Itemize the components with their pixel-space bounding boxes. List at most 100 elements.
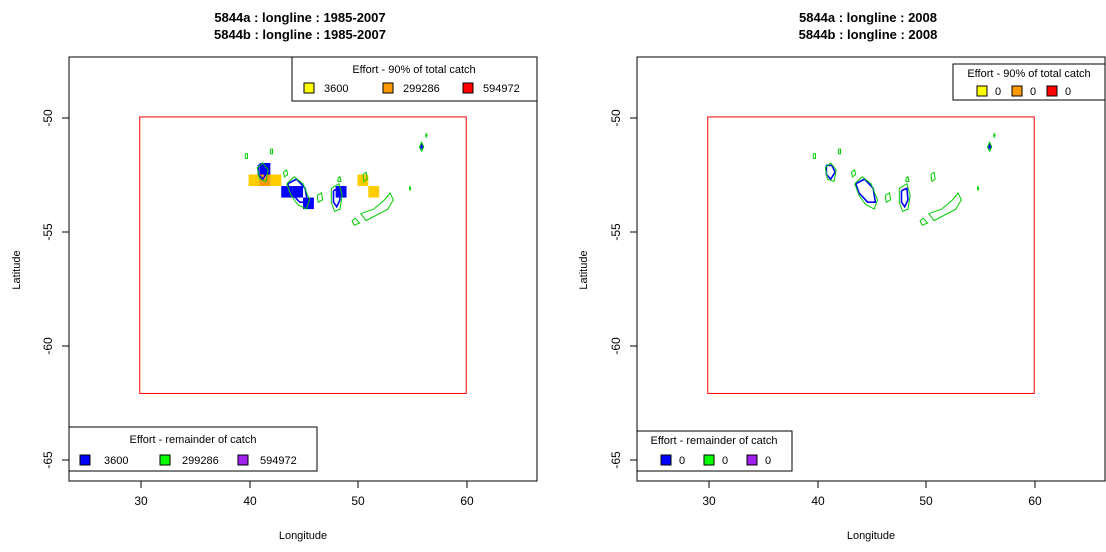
legend-label: 0	[679, 455, 685, 467]
legend-title: Effort - 90% of total catch	[967, 68, 1090, 80]
legend-swatch	[382, 82, 394, 94]
map-svg: 5844a : longline : 2008 5844b : longline…	[578, 10, 1106, 542]
y-axis: -50 -55 -60 -65 Latitude	[11, 109, 69, 469]
island-coastline	[337, 175, 342, 182]
islands	[812, 132, 996, 226]
legend-swatch	[303, 82, 315, 94]
legend-label: 0	[765, 455, 771, 467]
legend-label: 299286	[403, 83, 440, 95]
legend-swatch	[1046, 85, 1058, 97]
island-coastline	[850, 169, 857, 178]
legend-swatch	[660, 454, 672, 466]
effort-cell	[368, 186, 380, 198]
island-coastline	[993, 132, 996, 138]
legend-swatch	[462, 82, 474, 94]
island-coastline	[977, 185, 980, 191]
panel-title-line1: 5844a : longline : 1985-2007	[214, 10, 385, 25]
legend-90pct: Effort - 90% of total catch 3600 299286 …	[291, 56, 538, 102]
island-coastline	[256, 162, 269, 183]
legend-label: 3600	[104, 455, 128, 467]
x-tick-label: 50	[919, 494, 933, 508]
y-tick-label: -50	[41, 109, 55, 127]
legend-title: Effort - 90% of total catch	[352, 64, 475, 76]
x-axis: 30 40 50 60 Longitude	[702, 481, 1042, 542]
plot-frame	[68, 56, 538, 482]
legend-title: Effort - remainder of catch	[651, 435, 778, 447]
map-svg: 5844a : longline : 1985-2007 5844b : lon…	[11, 10, 538, 542]
panel-title-line2: 5844b : longline : 2008	[799, 27, 938, 42]
y-tick-label: -55	[41, 223, 55, 241]
legend-label: 0	[722, 455, 728, 467]
island-coastline	[282, 169, 289, 178]
y-tick-label: -60	[609, 337, 623, 355]
legend-title: Effort - remainder of catch	[130, 434, 257, 446]
y-tick-label: -65	[609, 451, 623, 469]
legend-remainder: Effort - remainder of catch 0 0 0	[636, 430, 793, 472]
island-coastline	[854, 176, 879, 210]
island-coastline	[884, 192, 892, 203]
island-coastline	[928, 192, 962, 222]
legend-swatch	[703, 454, 715, 466]
island-coastline	[409, 185, 412, 191]
island-coastline	[986, 141, 993, 152]
effort-cell	[270, 174, 282, 187]
island-coastline	[919, 217, 929, 226]
legend-swatch	[1011, 85, 1023, 97]
island-coastline	[812, 153, 816, 159]
effort-cell	[357, 174, 369, 187]
island-coastline	[269, 148, 274, 155]
x-tick-label: 30	[702, 494, 716, 508]
legend-label: 3600	[324, 83, 348, 95]
legend-label: 594972	[260, 455, 297, 467]
shelf-contour	[987, 142, 992, 150]
y-tick-label: -50	[609, 109, 623, 127]
x-tick-label: 60	[1028, 494, 1042, 508]
island-coastline	[351, 217, 361, 226]
island-coastline	[316, 192, 324, 203]
islands	[244, 132, 428, 226]
x-tick-label: 50	[351, 494, 365, 508]
x-tick-label: 30	[134, 494, 148, 508]
x-tick-label: 40	[811, 494, 825, 508]
x-axis: 30 40 50 60 Longitude	[134, 481, 474, 542]
map-panel-2008: 5844a : longline : 2008 5844b : longline…	[553, 0, 1106, 547]
panel-title-line2: 5844b : longline : 1985-2007	[214, 27, 386, 42]
effort-cell	[259, 174, 271, 187]
x-tick-label: 60	[460, 494, 474, 508]
island-coastline	[905, 175, 910, 182]
legend-swatch	[159, 454, 171, 466]
shelf-contour	[419, 142, 424, 150]
legend-label: 594972	[483, 83, 520, 95]
legend-label: 0	[1030, 86, 1036, 98]
island-coastline	[418, 141, 425, 152]
y-tick-label: -65	[41, 451, 55, 469]
island-coastline	[244, 153, 248, 159]
legend-remainder: Effort - remainder of catch 3600 299286 …	[68, 426, 318, 472]
y-axis-label: Latitude	[578, 250, 590, 289]
study-area-box	[139, 116, 467, 394]
island-coastline	[330, 182, 343, 213]
legend-90pct: Effort - 90% of total catch 0 0 0	[952, 63, 1106, 101]
y-tick-label: -60	[41, 337, 55, 355]
legend-label: 299286	[182, 455, 219, 467]
island-coastline	[360, 192, 394, 222]
island-coastline	[425, 132, 428, 138]
island-coastline	[837, 148, 842, 155]
panel-title-line1: 5844a : longline : 2008	[799, 10, 937, 25]
island-coastline	[824, 162, 837, 183]
effort-cell	[248, 174, 260, 187]
y-tick-label: -55	[609, 223, 623, 241]
effort-cell	[281, 186, 293, 198]
y-axis-label: Latitude	[11, 250, 23, 289]
shelf-contour	[332, 187, 341, 209]
shelf-contour	[855, 178, 877, 203]
legend-label: 0	[995, 86, 1001, 98]
x-tick-label: 40	[243, 494, 257, 508]
plot-frame	[636, 56, 1106, 482]
y-axis: -50 -55 -60 -65 Latitude	[578, 109, 637, 469]
study-area-box	[707, 116, 1035, 394]
legend-label: 0	[1065, 86, 1071, 98]
legend-swatch	[746, 454, 758, 466]
map-panel-1985-2007: 5844a : longline : 1985-2007 5844b : lon…	[0, 0, 553, 547]
x-axis-label: Longitude	[847, 530, 895, 542]
